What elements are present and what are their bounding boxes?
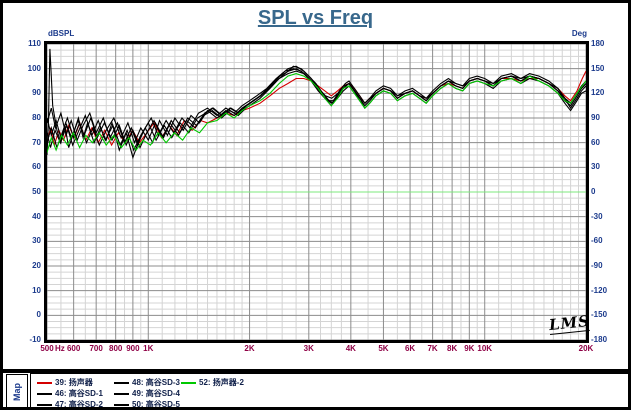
legend-label: 49: 高谷SD-4 [132, 389, 181, 398]
series-52 [47, 73, 586, 153]
x-tick: 6K [404, 344, 416, 353]
y-right-tick: -120 [591, 285, 608, 295]
legend-swatch [114, 392, 129, 395]
x-tick: 7K [427, 344, 438, 353]
x-tick: 20K [578, 344, 594, 353]
y-right-tick: -30 [591, 211, 603, 221]
y-left-tick: 30 [32, 236, 41, 246]
legend-swatch [181, 381, 196, 384]
series-49 [47, 70, 586, 149]
spl-vs-freq-plot [47, 44, 586, 340]
y-right-tick: -60 [591, 236, 603, 246]
legend-label: 47: 高谷SD-2 [55, 400, 104, 409]
y-left-tick: -10 [29, 335, 41, 344]
legend-item: 48: 高谷SD-3 [114, 377, 180, 388]
legend-item: 46: 高谷SD-1 [37, 388, 103, 399]
y-left-tick: 40 [32, 211, 41, 221]
legend-label: 50: 高谷SD-5 [132, 400, 181, 409]
legend-swatch [37, 381, 52, 384]
series-50 [47, 68, 586, 152]
plot-area [44, 41, 589, 343]
y-right-tick: 30 [591, 162, 600, 172]
legend-item: 39: 扬声器 [37, 377, 93, 388]
chart-title: SPL vs Freq [257, 7, 374, 29]
y-left-tick: 50 [32, 187, 41, 196]
y-left-axis-unit: dBSPL [48, 29, 75, 38]
legend-item: 47: 高谷SD-2 [37, 399, 104, 409]
y-right-tick: 90 [591, 113, 600, 122]
x-tick: 700 [89, 344, 103, 353]
x-tick: 9K [464, 344, 475, 353]
x-tick: 2K [244, 344, 255, 353]
legend-item: 52: 扬声器-2 [181, 377, 244, 388]
x-tick: 800 [108, 344, 123, 353]
legend-item: 50: 高谷SD-5 [114, 399, 181, 409]
x-tick: 900 [126, 344, 140, 353]
x-tick: 4K [345, 344, 356, 353]
y-right-tick: 180 [591, 39, 605, 48]
y-left-tick: 60 [32, 162, 41, 172]
y-left-tick: 0 [36, 310, 41, 320]
y-right-tick: 150 [591, 63, 605, 73]
legend-swatch [114, 403, 129, 406]
x-axis-unit: Hz [55, 344, 65, 353]
y-left-tick: 90 [32, 88, 41, 98]
y-right-tick: -90 [591, 261, 603, 270]
legend-label: 48: 高谷SD-3 [132, 378, 181, 387]
legend-swatch [114, 381, 129, 384]
x-tick: 8K [446, 344, 458, 353]
y-right-tick: 60 [591, 137, 600, 147]
y-right-tick: -150 [591, 310, 608, 320]
y-right-tick: 120 [591, 88, 605, 98]
legend-swatch [37, 403, 52, 406]
legend: 39: 扬声器 46: 高谷SD-1 47: 高谷SD-2 48: 高谷SD-3 49:… [30, 373, 628, 409]
tab-map-label: Map [12, 382, 22, 401]
x-tick: 1K [143, 344, 154, 353]
x-tick: 10K [477, 344, 493, 353]
tab-map[interactable]: Map [6, 374, 28, 407]
legend-label: 39: 扬声器 [55, 378, 93, 387]
legend-item: 49: 高谷SD-4 [114, 388, 180, 399]
y-left-tick: 80 [32, 113, 41, 122]
y-right-tick: 0 [591, 187, 596, 196]
y-right-axis-unit: Deg [571, 29, 587, 38]
x-tick: 5K [378, 344, 389, 353]
x-tick: 3K [303, 344, 314, 353]
y-left-tick: 100 [27, 63, 41, 73]
legend-swatch [37, 392, 52, 395]
y-left-tick: 20 [32, 261, 41, 270]
legend-label: 52: 扬声器-2 [199, 378, 244, 387]
bottom-divider [3, 369, 628, 373]
x-tick: 500 [40, 344, 54, 353]
y-left-tick: 70 [32, 137, 41, 147]
y-right-tick: -180 [591, 335, 608, 344]
y-left-tick: 10 [32, 285, 41, 295]
y-left-tick: 110 [28, 39, 41, 48]
legend-label: 46: 高谷SD-1 [55, 389, 104, 398]
x-tick: 600 [66, 344, 81, 353]
